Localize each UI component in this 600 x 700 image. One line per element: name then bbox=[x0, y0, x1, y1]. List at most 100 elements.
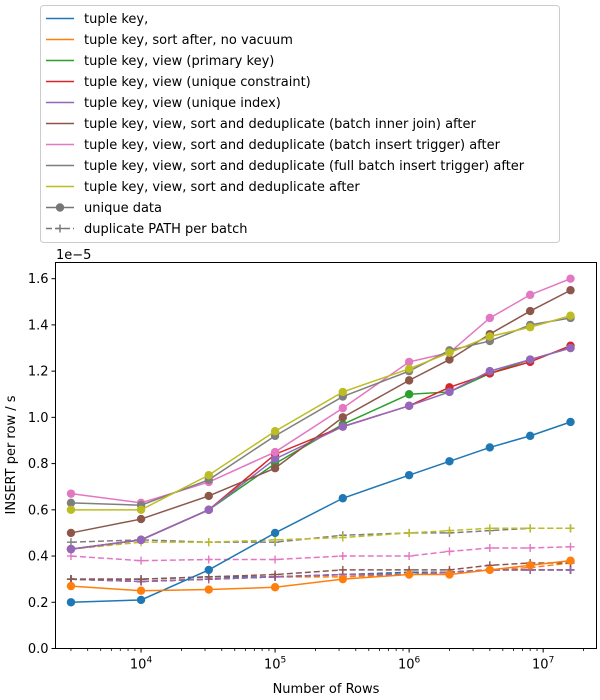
legend: tuple key, tuple key, sort after, no vacu… bbox=[40, 5, 560, 243]
legend-label: tuple key, view, sort and deduplicate (b… bbox=[84, 117, 477, 132]
series-4-unique-point bbox=[66, 544, 76, 554]
y-tick-label: 1.0 bbox=[28, 411, 49, 426]
series-3-unique-line bbox=[70, 345, 571, 550]
x-axis-label: Number of Rows bbox=[273, 682, 380, 697]
series-8-unique-point bbox=[566, 311, 575, 320]
series-2-unique-line bbox=[70, 347, 571, 550]
legend-entry-2: tuple key, view (primary key) bbox=[46, 54, 274, 69]
series-5-unique-point bbox=[66, 528, 76, 538]
legend-entry-5: tuple key, view, sort and deduplicate (b… bbox=[46, 117, 477, 132]
series-8-duplicate-point bbox=[526, 524, 535, 533]
series-4-unique bbox=[66, 343, 575, 554]
series-4-unique-point bbox=[566, 343, 575, 353]
series-1-unique-point bbox=[338, 574, 347, 584]
series-5-unique bbox=[66, 286, 575, 538]
series-4-unique-point bbox=[204, 505, 213, 515]
series-1-unique-point bbox=[204, 585, 213, 594]
legend-label: tuple key, bbox=[84, 12, 148, 27]
legend-label: duplicate PATH per batch bbox=[84, 222, 247, 237]
series-0-unique-point bbox=[270, 528, 280, 538]
series-6-duplicate-point bbox=[137, 556, 146, 565]
series-6-unique-point bbox=[566, 274, 575, 283]
series-1-unique-point bbox=[270, 583, 280, 592]
legend-label: tuple key, view, sort and deduplicate (f… bbox=[84, 159, 525, 174]
series-8-unique-point bbox=[204, 470, 213, 480]
series-1-unique-point bbox=[445, 570, 454, 579]
legend-entry-9: unique data bbox=[46, 201, 162, 216]
series-8-unique-point bbox=[136, 505, 146, 515]
x-tick-label: 104 bbox=[130, 656, 153, 673]
series-7-duplicate-line bbox=[70, 527, 571, 543]
series-0-unique-point bbox=[485, 443, 495, 452]
series-6-unique-point bbox=[404, 357, 414, 367]
series-8-duplicate-line bbox=[70, 527, 571, 550]
series-0-unique-point bbox=[445, 457, 454, 466]
series-4-unique-point bbox=[485, 366, 495, 376]
series-4-duplicate-line bbox=[70, 569, 571, 583]
series-5-duplicate-point bbox=[137, 575, 146, 584]
series-8-unique-point bbox=[525, 323, 535, 332]
series-5-duplicate-point bbox=[66, 575, 75, 584]
series-6-unique-point bbox=[525, 290, 535, 300]
series-0-unique-point bbox=[204, 565, 213, 575]
x-tick-label: 107 bbox=[532, 656, 554, 673]
legend-frame bbox=[40, 5, 560, 243]
series-0-unique-point bbox=[66, 598, 76, 607]
legend-entry-0: tuple key, bbox=[46, 12, 148, 27]
series-8-unique-point bbox=[485, 332, 495, 341]
series-5-unique-point bbox=[404, 376, 414, 385]
series-6-unique bbox=[66, 274, 575, 508]
series-6-duplicate-point bbox=[566, 542, 575, 551]
legend-marker bbox=[56, 224, 64, 233]
series-6-duplicate-point bbox=[405, 552, 414, 561]
y-tick-label: 1.4 bbox=[28, 318, 49, 333]
series-8-duplicate-point bbox=[338, 533, 347, 542]
series-1-unique bbox=[66, 556, 575, 595]
series-5-unique-point bbox=[566, 286, 575, 295]
series-4-unique-point bbox=[136, 535, 146, 545]
series-4-unique-point bbox=[445, 387, 454, 397]
series-0-duplicate-line bbox=[70, 569, 571, 580]
series-0-unique-point bbox=[566, 417, 575, 427]
series-8-unique-point bbox=[270, 427, 280, 436]
series-8-unique bbox=[66, 311, 575, 515]
series-5-duplicate-point bbox=[338, 565, 347, 574]
legend-label: tuple key, sort after, no vacuum bbox=[84, 33, 293, 48]
series-6 bbox=[66, 542, 575, 565]
legend-label: tuple key, view (unique constraint) bbox=[84, 75, 311, 90]
legend-marker bbox=[55, 203, 65, 212]
series-0-unique bbox=[66, 417, 575, 607]
legend-entry-7: tuple key, view, sort and deduplicate (f… bbox=[46, 159, 525, 174]
series-6-duplicate-point bbox=[338, 552, 347, 561]
series-6-duplicate-point bbox=[66, 552, 75, 561]
series-6-unique-point bbox=[270, 447, 280, 457]
legend-entry-3: tuple key, view (unique constraint) bbox=[46, 75, 311, 90]
y-tick-label: 1.2 bbox=[28, 365, 49, 380]
series-5-unique-point bbox=[136, 514, 146, 524]
series-8-duplicate-point bbox=[204, 538, 213, 547]
series-6-unique-point bbox=[485, 313, 495, 323]
series-1-unique-point bbox=[525, 561, 535, 570]
series-6-unique-line bbox=[70, 277, 571, 504]
axes-frame bbox=[55, 262, 597, 649]
series-4-unique-point bbox=[270, 454, 280, 464]
series-0-unique-point bbox=[136, 595, 146, 605]
series-8-unique-point bbox=[404, 364, 414, 374]
legend-label: tuple key, view, sort and deduplicate af… bbox=[84, 180, 360, 195]
legend-entry-10: duplicate PATH per batch bbox=[46, 222, 247, 237]
series-8-unique-point bbox=[66, 505, 76, 515]
series-6-duplicate-point bbox=[526, 543, 535, 552]
series-6-duplicate-point bbox=[445, 547, 454, 556]
series-6-unique-point bbox=[338, 403, 347, 413]
series-5-unique-point bbox=[270, 464, 280, 473]
legend-entry-1: tuple key, sort after, no vacuum bbox=[46, 33, 293, 48]
y-tick-label: 0.4 bbox=[28, 550, 49, 565]
series-1-unique-point bbox=[566, 556, 575, 565]
series-5-unique-point bbox=[204, 491, 213, 501]
series-5 bbox=[66, 558, 575, 584]
series-5-unique-point bbox=[445, 355, 454, 364]
series-6-duplicate-line bbox=[70, 546, 571, 562]
y-tick-label: 0.8 bbox=[28, 457, 49, 472]
series-0-unique-point bbox=[525, 431, 535, 441]
series-7-duplicate-point bbox=[66, 538, 75, 547]
